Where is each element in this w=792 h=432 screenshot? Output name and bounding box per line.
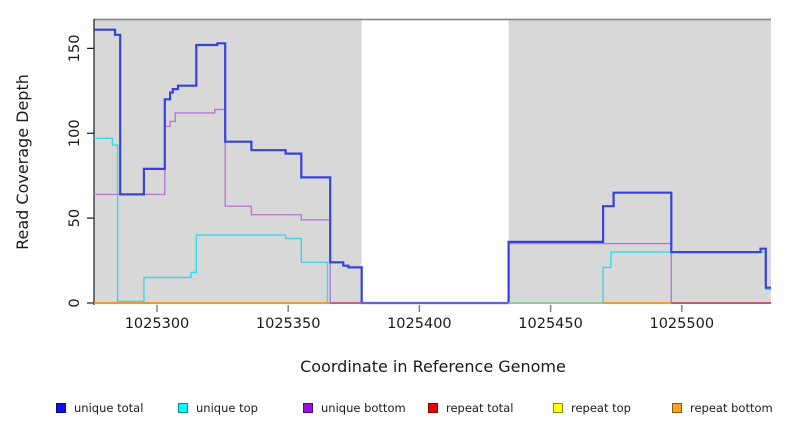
- legend-label-repeat-bottom: repeat bottom: [690, 401, 773, 415]
- legend-marker-repeat-total-icon: [428, 403, 438, 413]
- x-axis-title: Coordinate in Reference Genome: [300, 357, 566, 376]
- coverage-chart: 0 50 100 150 1025300 1025350 1025400 1025450 102…: [67, 18, 771, 332]
- y-axis-title: Read Coverage Depth: [13, 74, 32, 250]
- legend-marker-unique-bottom-icon: [303, 403, 313, 413]
- legend-item-unique-total: unique total: [56, 398, 143, 418]
- chart-line-unique-total: [94, 28, 771, 305]
- legend-label-unique-total: unique total: [74, 401, 144, 415]
- legend-item-repeat-total: repeat total: [428, 398, 513, 418]
- x-tick-label: 1025500: [649, 316, 714, 332]
- y-tick-label: 0: [67, 298, 83, 307]
- legend-label-unique-bottom: unique bottom: [321, 401, 406, 415]
- shaded-region-1: [508, 19, 771, 303]
- y-tick-label: 50: [67, 209, 83, 227]
- legend-marker-unique-top-icon: [178, 403, 188, 413]
- legend-item-unique-top: unique top: [178, 398, 258, 418]
- x-tick-label: 1025350: [256, 316, 321, 332]
- x-tick-label: 1025300: [125, 316, 190, 332]
- shaded-region-0: [94, 19, 362, 303]
- y-tick-label: 150: [67, 35, 83, 63]
- legend-item-repeat-bottom: repeat bottom: [672, 398, 773, 418]
- chart-line-unique-top: [94, 137, 771, 304]
- legend: unique total unique top unique bottom re…: [0, 398, 792, 422]
- x-tick-label: 1025400: [387, 316, 452, 332]
- legend-item-repeat-top: repeat top: [553, 398, 631, 418]
- legend-marker-repeat-bottom-icon: [672, 403, 682, 413]
- legend-label-repeat-total: repeat total: [446, 401, 514, 415]
- legend-marker-repeat-top-icon: [553, 403, 563, 413]
- legend-marker-unique-total-icon: [56, 403, 66, 413]
- legend-item-unique-bottom: unique bottom: [303, 398, 406, 418]
- x-tick-label: 1025450: [518, 316, 583, 332]
- legend-label-unique-top: unique top: [196, 401, 258, 415]
- y-tick-label: 100: [67, 119, 83, 147]
- legend-label-repeat-top: repeat top: [571, 401, 631, 415]
